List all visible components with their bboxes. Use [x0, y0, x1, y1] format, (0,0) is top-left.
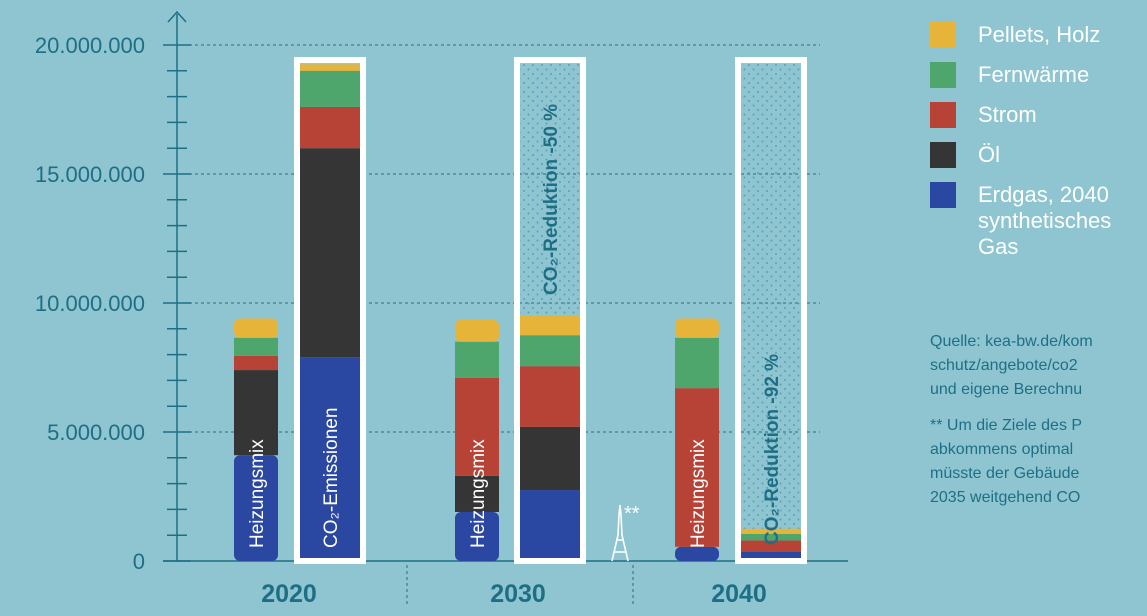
bar-segment: [234, 337, 278, 356]
bar-segment: [300, 148, 360, 358]
co2-bar-outline: [735, 57, 807, 565]
legend-swatch: [930, 182, 956, 208]
x-group-label: 2030: [490, 580, 546, 608]
legend-item: Erdgas, 2040 synthetisches Gas: [930, 182, 1147, 272]
legend-item: Öl: [930, 142, 1147, 182]
legend-label: Öl: [978, 142, 1000, 167]
reduction-label: CO₂-Reduktion -50 %: [541, 104, 562, 295]
legend-item: Strom: [930, 102, 1147, 142]
bar-label: Heizungsmix: [468, 439, 489, 548]
legend-item: Pellets, Holz: [930, 22, 1147, 62]
reduction-pattern: [738, 60, 804, 562]
bar-segment: [455, 341, 499, 378]
footnote: ** Um die Ziele des P abkommens optimal …: [930, 414, 1147, 510]
bar-segment: [455, 377, 499, 476]
legend-label: Strom: [978, 102, 1037, 127]
bar-segment: [300, 64, 360, 71]
bar-segment: [455, 319, 499, 342]
y-axis-arrow: [167, 10, 187, 23]
bar-segment: [520, 490, 580, 561]
legend-swatch: [930, 22, 956, 48]
bar-segment: [300, 357, 360, 561]
bar-segment: [234, 370, 278, 456]
annotation-marker: **: [624, 503, 640, 525]
footnote-line: 2035 weitgehend CO: [930, 489, 1081, 506]
eiffel-tower-icon: [611, 504, 629, 562]
reduction-label: CO₂-Reduktion -92 %: [762, 354, 783, 545]
y-tick-label: 15.000.000: [35, 162, 145, 187]
bar-label: CO₂-Emissionen: [321, 408, 342, 548]
bar-segment: [741, 551, 801, 561]
y-tick-label: 10.000.000: [35, 291, 145, 316]
bar-label: Heizungsmix: [688, 439, 709, 548]
legend-item: Fernwärme: [930, 62, 1147, 102]
y-tick-label: 0: [133, 549, 145, 574]
x-group-label: 2020: [261, 580, 317, 608]
y-tick-label: 20.000.000: [35, 33, 145, 58]
bar-segment: [520, 315, 580, 336]
bar-segment: [455, 475, 499, 512]
bar-segment: [741, 540, 801, 552]
source-line: Quelle: kea-bw.de/kom: [930, 333, 1093, 350]
bar-segment: [675, 546, 719, 561]
bar-segment: [741, 528, 801, 534]
source-note: Quelle: kea-bw.de/kom schutz/angebote/co…: [930, 330, 1147, 402]
source-line: und eigene Berechnu: [930, 381, 1083, 398]
eiffel-tower-shape: [611, 504, 629, 562]
footnote-line: ** Um die Ziele des P: [930, 417, 1083, 434]
bar-segment: [520, 426, 580, 491]
bar-segment: [520, 366, 580, 427]
legend-swatch: [930, 102, 956, 128]
co2-bar-outline: [294, 57, 366, 565]
legend: Pellets, Holz Fernwärme Strom Öl Erdgas, 204…: [930, 22, 1147, 272]
bar-segment: [675, 388, 719, 547]
legend-swatch: [930, 142, 956, 168]
bar-segment: [675, 337, 719, 389]
legend-label: Fernwärme: [978, 62, 1090, 87]
co2-bar-outline: [514, 57, 586, 565]
x-group-label: 2040: [711, 580, 767, 608]
footnote-line: müsste der Gebäude: [930, 465, 1080, 482]
bar-segment: [234, 318, 278, 338]
source-line: schutz/angebote/co2: [930, 357, 1078, 374]
legend-label: Erdgas, 2040 synthetisches Gas: [978, 182, 1112, 259]
bar-segment: [520, 335, 580, 367]
bar-segment: [300, 70, 360, 107]
bar-segment: [741, 533, 801, 541]
bar-segment: [675, 318, 719, 338]
legend-label: Pellets, Holz: [978, 22, 1101, 47]
bar-label: Heizungsmix: [247, 439, 268, 548]
y-tick-label: 5.000.000: [47, 420, 145, 445]
bar-segment: [455, 511, 499, 561]
notes: Quelle: kea-bw.de/kom schutz/angebote/co…: [930, 330, 1147, 510]
bar-segment: [234, 355, 278, 371]
footnote-line: abkommens optimal: [930, 441, 1074, 458]
legend-swatch: [930, 62, 956, 88]
bar-segment: [300, 106, 360, 149]
bar-segment: [234, 455, 278, 561]
